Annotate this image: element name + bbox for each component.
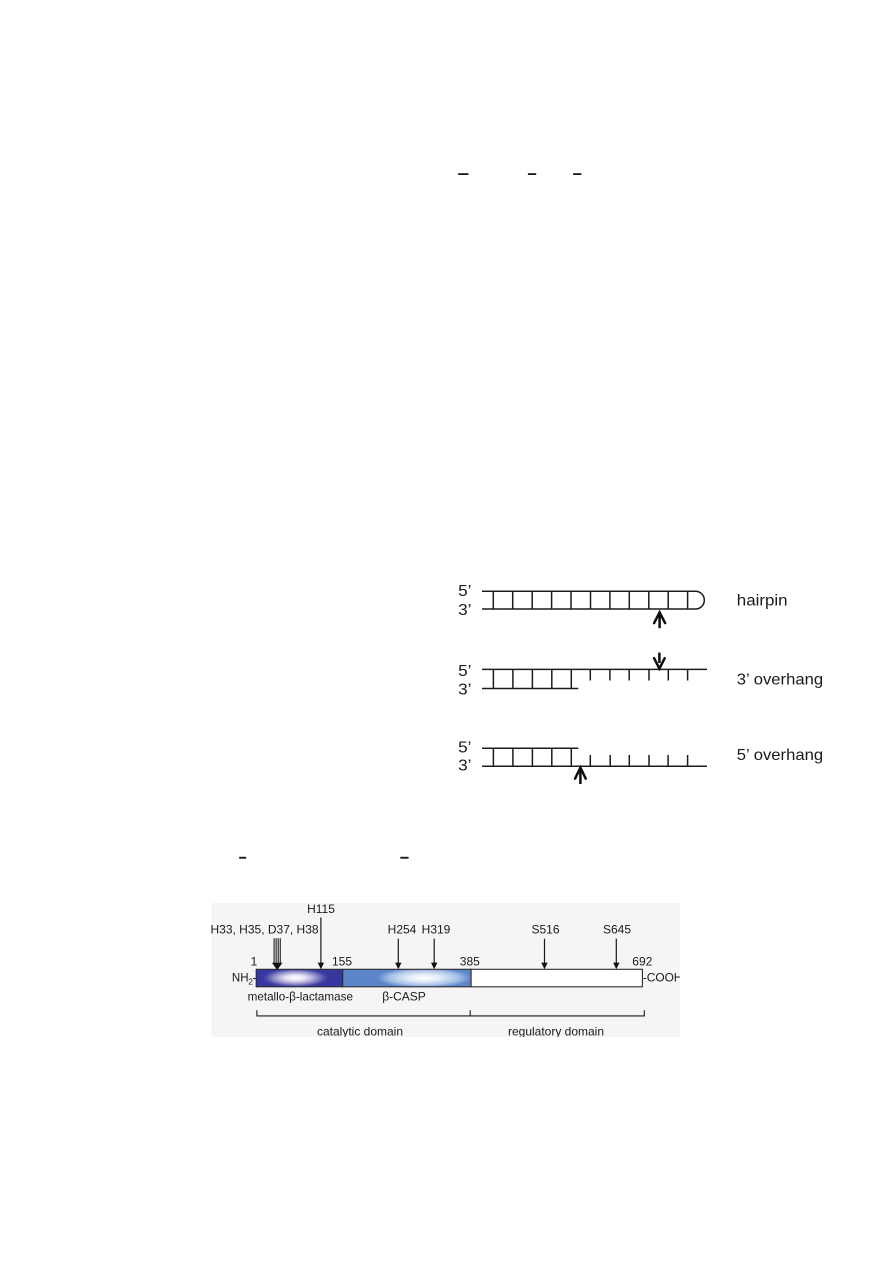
svg-text:5’: 5’ bbox=[458, 663, 471, 680]
svg-text:3’: 3’ bbox=[458, 682, 471, 699]
svg-text:5’: 5’ bbox=[458, 583, 471, 600]
svg-text:5’: 5’ bbox=[458, 740, 471, 757]
svg-text:regulatory domain: regulatory domain bbox=[508, 1025, 604, 1039]
svg-text:692: 692 bbox=[632, 954, 652, 968]
svg-text:1: 1 bbox=[251, 954, 258, 968]
svg-text:hairpin: hairpin bbox=[737, 593, 788, 610]
svg-text:5’ overhang: 5’ overhang bbox=[737, 747, 823, 764]
svg-text:-COOH: -COOH bbox=[643, 972, 683, 984]
svg-text:β-CASP: β-CASP bbox=[382, 989, 426, 1003]
svg-text:155: 155 bbox=[332, 954, 352, 968]
svg-text:H319: H319 bbox=[422, 923, 451, 937]
svg-text:H33, H35, D37, H38: H33, H35, D37, H38 bbox=[211, 923, 319, 937]
svg-text:3’: 3’ bbox=[458, 602, 471, 619]
svg-text:-: - bbox=[253, 972, 257, 984]
svg-text:S516: S516 bbox=[531, 923, 559, 937]
svg-text:metallo-β-lactamase: metallo-β-lactamase bbox=[248, 989, 354, 1003]
svg-text:H115: H115 bbox=[307, 902, 335, 916]
svg-text:2: 2 bbox=[248, 977, 253, 987]
svg-text:catalytic domain: catalytic domain bbox=[317, 1025, 403, 1039]
svg-text:3’ overhang: 3’ overhang bbox=[737, 672, 823, 689]
svg-text:NH: NH bbox=[232, 972, 249, 984]
svg-text:H254: H254 bbox=[388, 923, 417, 937]
svg-text:S645: S645 bbox=[603, 923, 631, 937]
svg-text:3’: 3’ bbox=[458, 757, 471, 774]
svg-text:385: 385 bbox=[460, 954, 480, 968]
